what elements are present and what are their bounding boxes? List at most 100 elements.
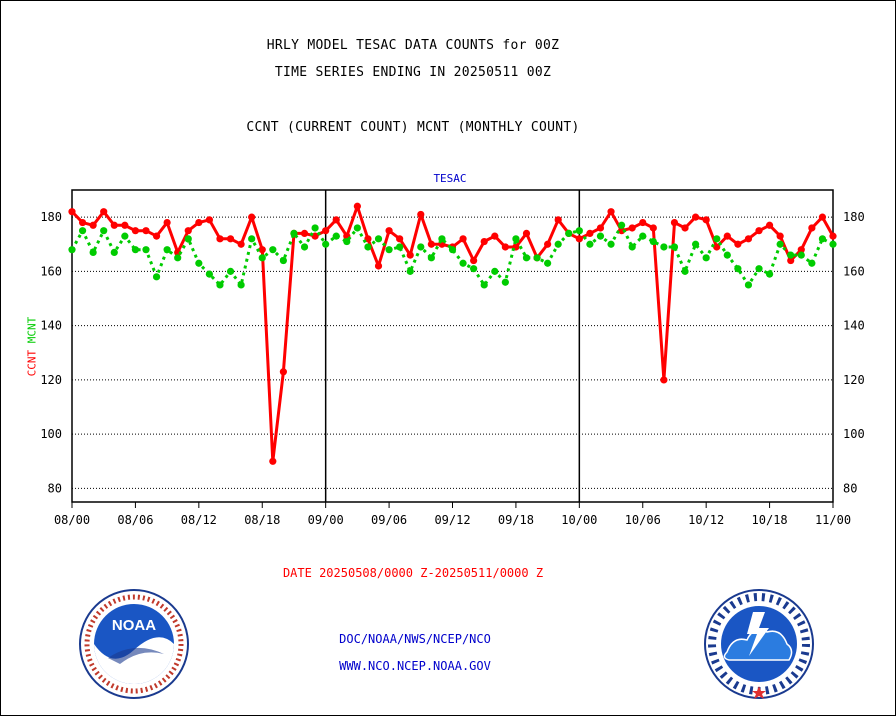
data-point-mcnt [787,251,795,259]
data-point-ccnt [374,262,383,270]
x-tick-label: 10/00 [561,513,597,527]
data-point-ccnt [649,224,657,232]
website-link[interactable]: WWW.NCO.NCEP.NOAA.GOV [339,659,491,673]
data-point-ccnt [808,224,816,232]
plot-title: TESAC [433,172,467,185]
data-point-ccnt [121,221,129,229]
data-point-ccnt [734,240,742,248]
data-point-mcnt [797,251,805,259]
data-point-ccnt [765,221,774,229]
data-point-ccnt [205,216,214,224]
data-point-mcnt [776,240,784,248]
data-point-ccnt [100,208,108,216]
data-point-mcnt [691,240,700,248]
data-point-ccnt [385,227,393,235]
data-point-mcnt [332,232,340,240]
data-point-ccnt [596,224,605,232]
data-point-ccnt [491,232,499,240]
data-point-ccnt [544,240,552,248]
data-point-mcnt [670,243,679,251]
data-point-mcnt [279,256,287,265]
data-point-mcnt [596,232,605,240]
data-point-ccnt [248,213,256,221]
data-point-ccnt [300,229,309,238]
data-point-ccnt [670,218,679,227]
data-point-ccnt [522,229,531,238]
data-point-mcnt [438,235,446,243]
chart-title-line1: HRLY MODEL TESAC DATA COUNTS for 00Z [266,38,560,53]
noaa-logo: NOAA [79,589,189,699]
data-point-ccnt [776,232,784,240]
x-tick-label: 09/00 [308,513,344,527]
data-point-ccnt [279,368,287,376]
data-point-mcnt [121,232,129,240]
chart-title-line3: CCNT (CURRENT COUNT) MCNT (MONTHLY COUNT… [246,120,580,135]
data-point-mcnt [533,254,541,262]
data-point-mcnt [765,270,774,278]
data-point-mcnt [406,267,414,275]
data-point-ccnt [322,227,330,235]
data-point-ccnt [660,376,668,384]
data-point-ccnt [195,218,203,227]
data-point-mcnt [554,240,562,248]
data-point-ccnt [639,218,647,227]
data-point-mcnt [808,259,816,267]
data-point-mcnt [248,235,256,243]
nws-logo [704,589,814,699]
data-point-ccnt [470,256,478,265]
data-point-mcnt [226,267,235,275]
data-point-ccnt [332,216,340,224]
data-point-ccnt [364,235,372,243]
x-tick-label: 08/00 [54,513,90,527]
data-point-ccnt [691,213,700,221]
data-point-mcnt [713,235,721,243]
data-point-mcnt [491,267,499,275]
data-point-mcnt [649,237,657,246]
data-point-ccnt [427,240,435,248]
data-point-ccnt [184,227,192,235]
x-tick-label: 10/18 [752,513,788,527]
data-point-ccnt [89,221,97,229]
y-tick-label-right: 140 [843,319,865,333]
data-point-ccnt [78,218,87,227]
x-tick-label: 11/00 [815,513,851,527]
data-point-ccnt [269,457,277,465]
data-point-ccnt [618,227,626,235]
data-point-mcnt [237,281,245,289]
y-tick-label-left: 140 [40,319,62,333]
data-point-mcnt [512,235,520,243]
data-point-mcnt [269,246,277,254]
data-point-mcnt [258,254,266,262]
data-point-mcnt [744,281,753,289]
chart-title-line2: TIME SERIES ENDING IN 20250511 00Z [274,65,552,80]
data-point-mcnt [216,281,224,289]
data-point-mcnt [755,265,763,273]
x-tick-label: 09/18 [498,513,534,527]
data-point-mcnt [702,254,710,262]
data-point-mcnt [459,259,467,267]
data-point-mcnt [343,237,351,246]
x-tick-label: 08/06 [117,513,153,527]
data-point-ccnt [311,232,319,240]
data-point-mcnt [734,265,742,273]
x-tick-label: 08/12 [181,513,217,527]
data-point-mcnt [311,224,319,232]
data-point-ccnt [163,218,171,227]
data-point-ccnt [406,251,414,259]
data-point-mcnt [142,246,150,254]
data-point-ccnt [501,243,509,251]
data-point-ccnt [575,235,583,243]
data-point-ccnt [258,246,266,254]
data-point-ccnt [353,202,361,210]
data-point-mcnt [607,240,615,248]
y-tick-label-left: 80 [48,481,62,495]
data-point-ccnt [744,235,753,243]
data-point-mcnt [427,254,435,262]
data-point-ccnt [396,235,404,243]
data-point-mcnt [618,221,626,229]
data-point-mcnt [100,227,108,235]
data-point-ccnt [628,224,636,232]
data-point-mcnt [300,243,309,251]
data-point-ccnt [723,232,731,240]
